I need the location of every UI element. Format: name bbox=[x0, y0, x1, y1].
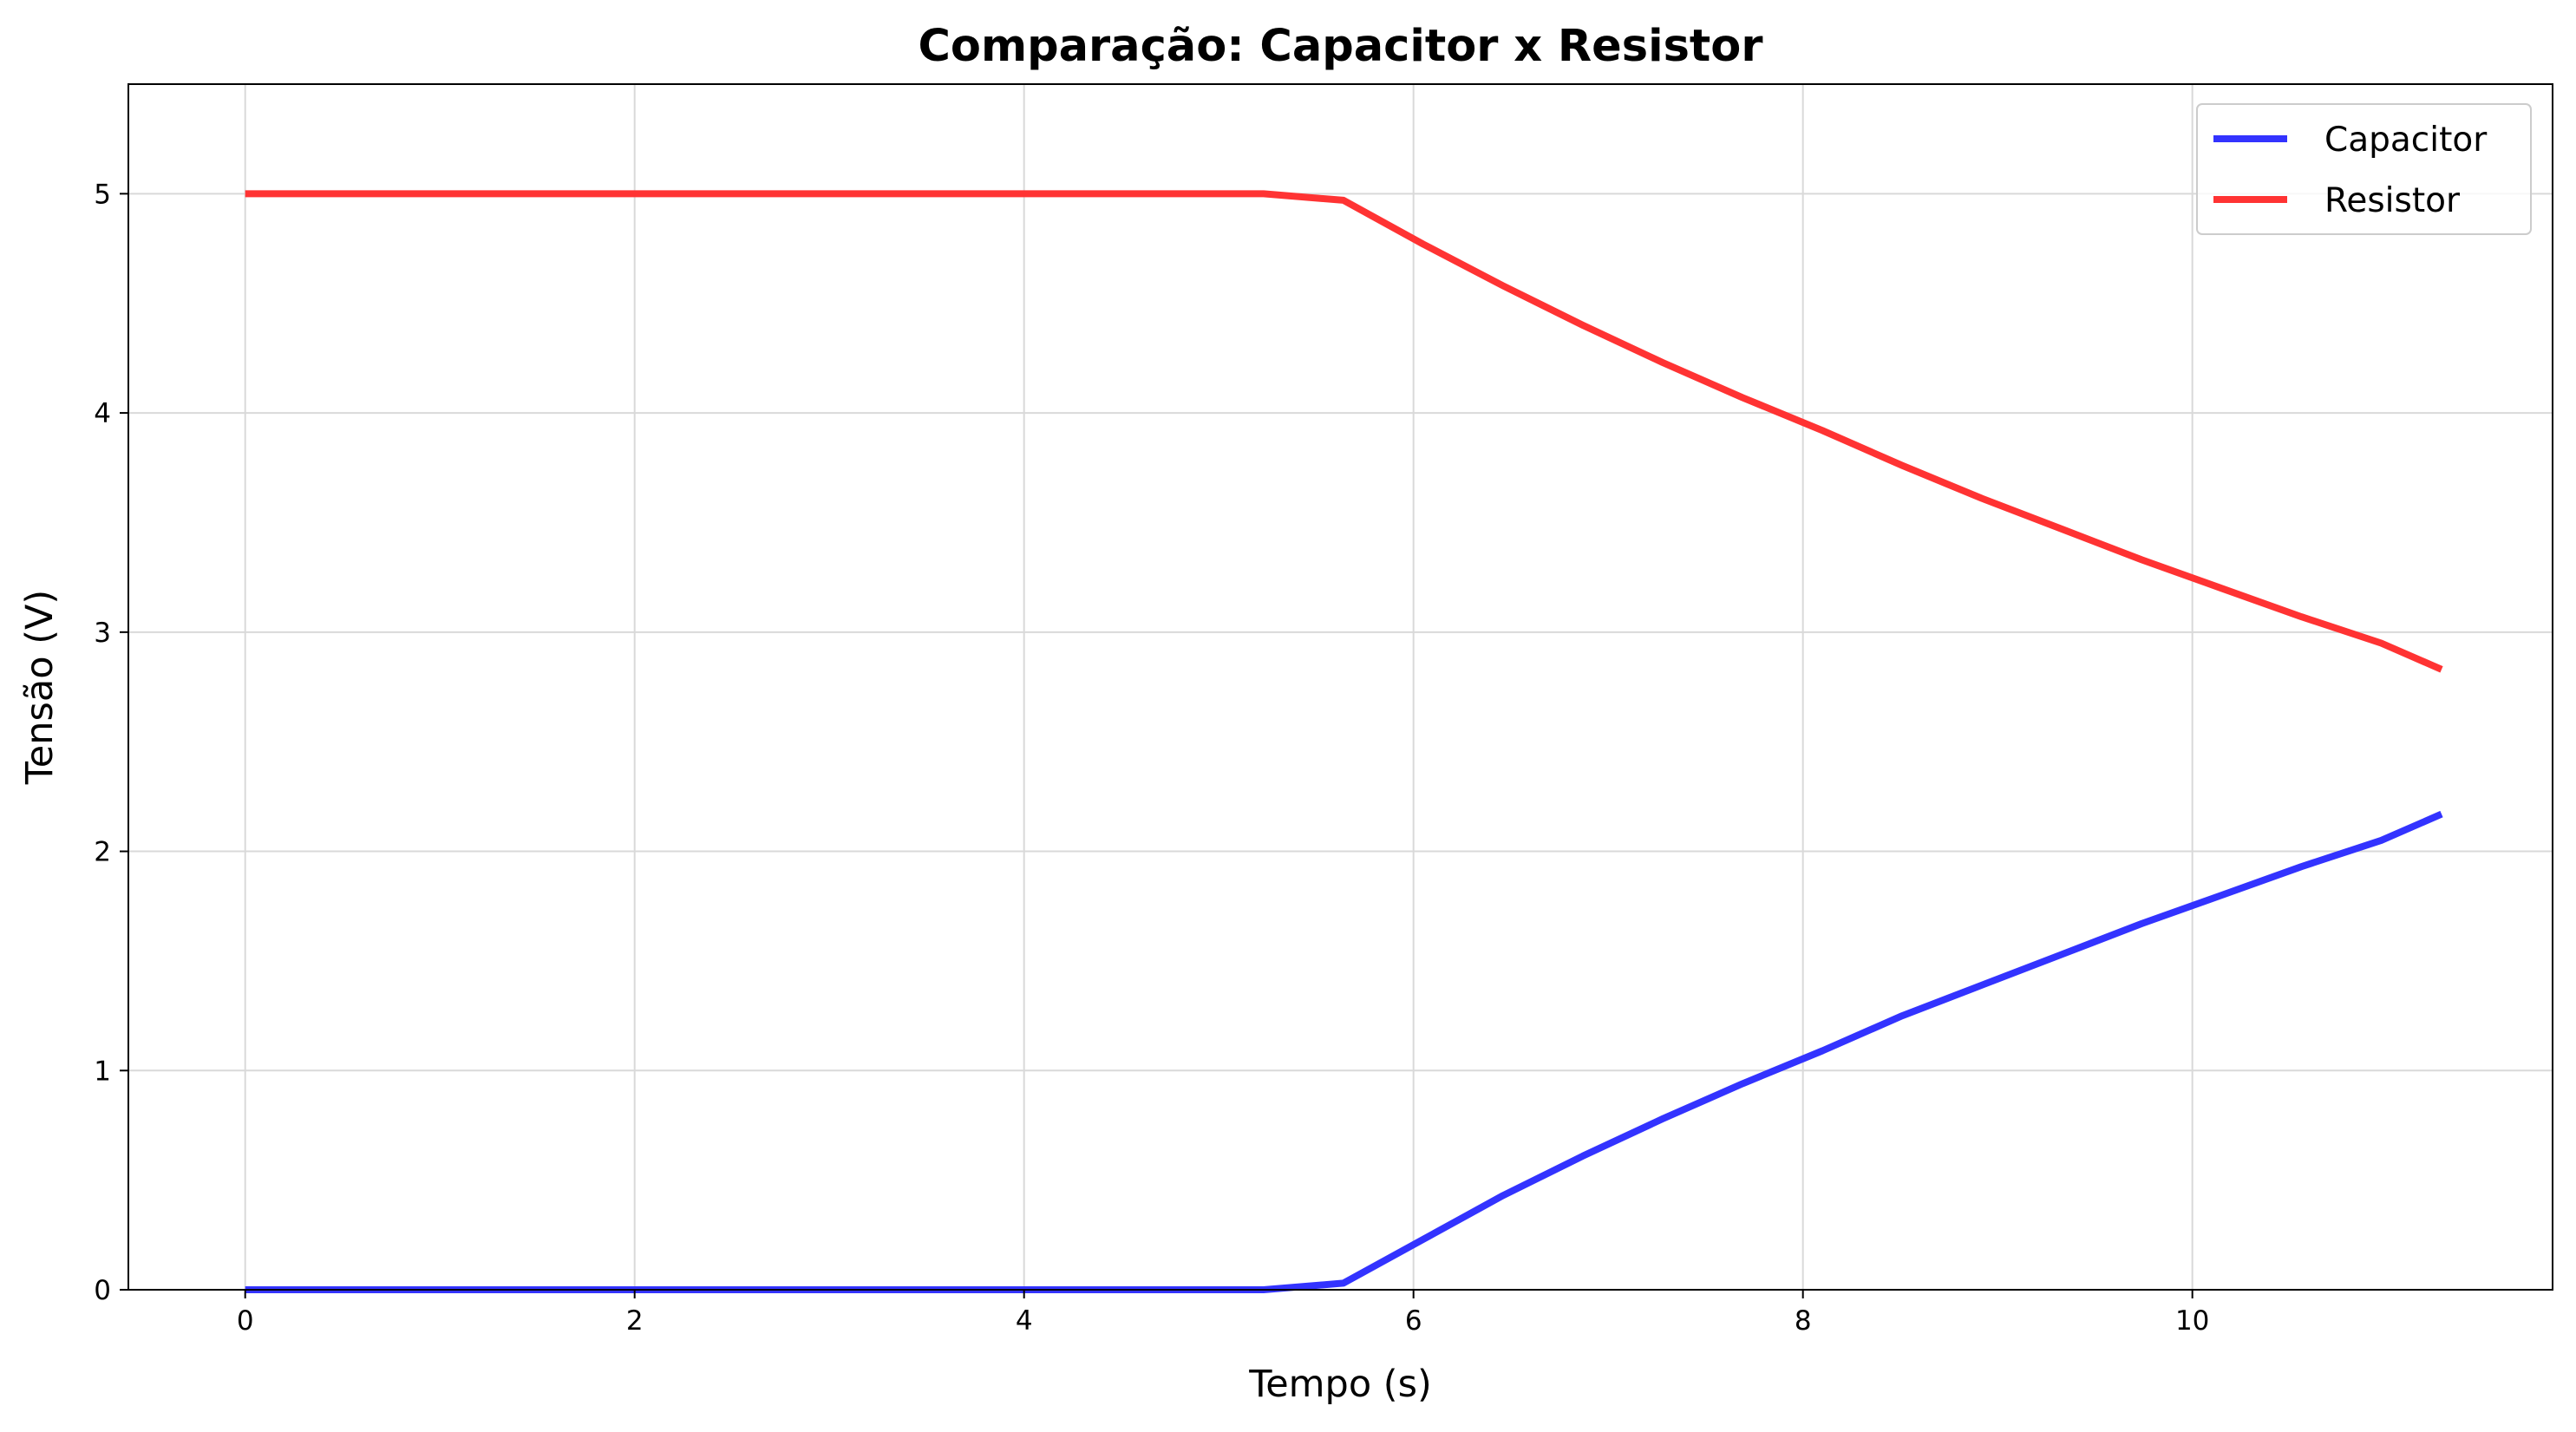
x-axis-title: Tempo (s) bbox=[1248, 1363, 1432, 1406]
x-tick-label: 2 bbox=[626, 1305, 644, 1337]
x-tick-label: 6 bbox=[1405, 1305, 1422, 1337]
y-tick-label: 0 bbox=[94, 1275, 111, 1306]
y-axis-title: Tensão (V) bbox=[18, 590, 62, 785]
legend-label-capacitor: Capacitor bbox=[2324, 121, 2488, 160]
chart-title: Comparação: Capacitor x Resistor bbox=[918, 21, 1762, 72]
x-tick-label: 0 bbox=[237, 1305, 254, 1337]
series-line-resistor bbox=[245, 190, 2443, 673]
plot-area-frame bbox=[127, 83, 2553, 1291]
y-tick-label: 2 bbox=[94, 837, 111, 868]
x-tick-label: 10 bbox=[2175, 1305, 2209, 1337]
y-tick-label: 5 bbox=[94, 179, 111, 210]
legend: Capacitor Resistor bbox=[2196, 103, 2532, 235]
legend-label-resistor: Resistor bbox=[2324, 181, 2461, 220]
y-tick-label: 1 bbox=[94, 1056, 111, 1087]
x-tick-label: 4 bbox=[1016, 1305, 1033, 1337]
axis-ticks: 0 2 4 6 8 10 0 1 2 3 4 5 bbox=[94, 179, 2209, 1337]
y-tick-label: 3 bbox=[94, 618, 111, 649]
x-tick-label: 8 bbox=[1795, 1305, 1812, 1337]
y-tick-label: 4 bbox=[94, 398, 111, 429]
